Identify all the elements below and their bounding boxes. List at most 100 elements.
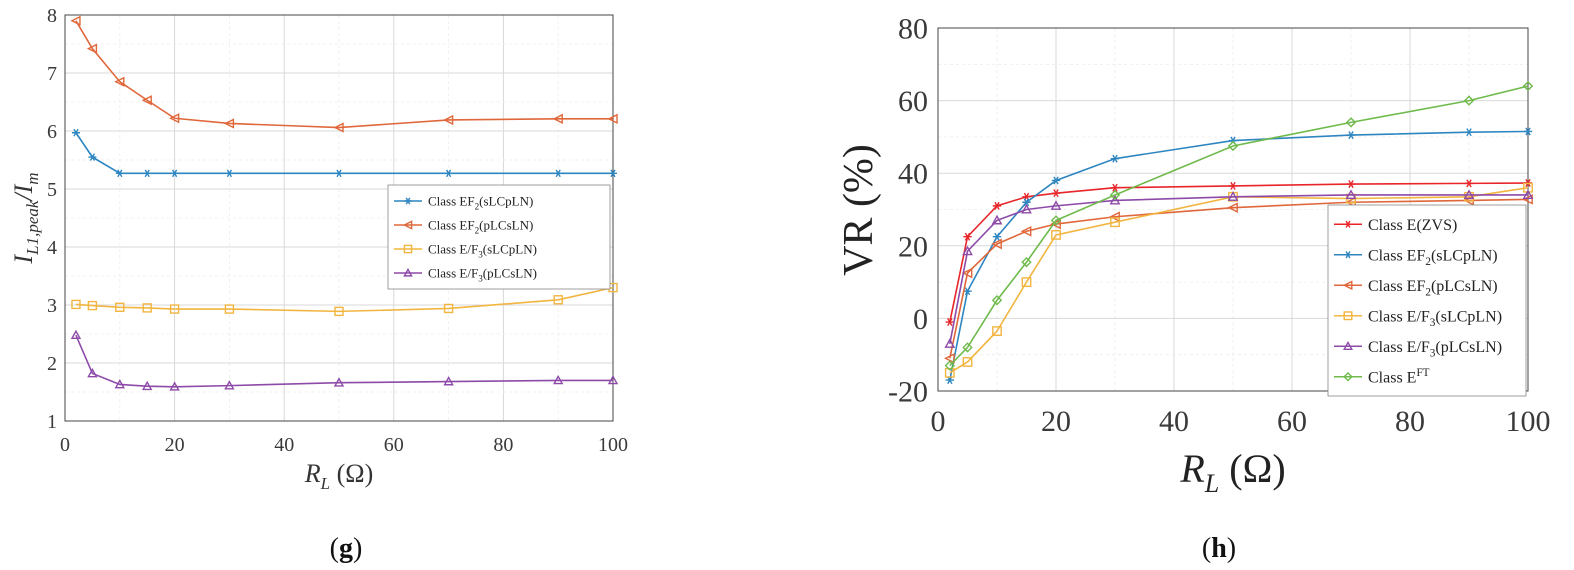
g-data-point <box>553 295 563 305</box>
panel-h-xlabel: RL (Ω) <box>1179 446 1285 498</box>
h-legend-marker <box>1343 341 1353 350</box>
g-legend-label: Class EF2(sLCpLN) <box>428 194 533 212</box>
panel-g-tick-labels: 0 20 40 60 80 100 1 2 3 4 5 6 7 8 <box>47 5 628 456</box>
h-legend-marker <box>1344 220 1352 228</box>
h-legend-marker <box>1344 251 1352 259</box>
h-x-tick-label: 80 <box>1395 405 1425 438</box>
g-legend-marker <box>403 244 413 254</box>
g-data-point <box>114 379 125 389</box>
g-data-point <box>443 114 454 126</box>
g-data-point <box>335 169 343 178</box>
g-x-tick-label: 40 <box>274 434 294 456</box>
g-data-point <box>87 300 98 311</box>
panel-g-caption: (g) <box>330 533 363 564</box>
g-series-line-1 <box>75 20 613 129</box>
h-data-point <box>992 326 1002 337</box>
g-data-point <box>70 15 81 26</box>
h-data-point <box>1345 189 1357 200</box>
g-data-point <box>169 304 180 314</box>
panel-g-xlabel: RL (Ω) <box>304 459 374 493</box>
h-data-point <box>1021 277 1032 287</box>
h-series-line-5 <box>949 85 1529 367</box>
h-data-point <box>992 232 1002 241</box>
g-data-point <box>334 306 344 317</box>
g-data-point <box>444 169 453 178</box>
h-x-tick-label: 20 <box>1041 405 1071 438</box>
g-data-point <box>88 153 97 161</box>
h-data-point <box>1522 194 1533 205</box>
g-data-point <box>115 302 125 313</box>
g-data-point <box>554 169 563 178</box>
g-data-point <box>443 376 454 386</box>
g-x-tick-label: 0 <box>60 434 70 456</box>
h-data-point <box>1021 203 1032 214</box>
panel-h-series <box>944 80 1534 385</box>
h-data-point <box>1022 198 1031 207</box>
g-legend-label: Class E/F3(sLCpLN) <box>428 242 537 260</box>
h-legend-marker <box>1342 280 1353 291</box>
g-data-point <box>225 169 234 178</box>
h-x-tick-label: 100 <box>1506 405 1551 438</box>
g-data-point <box>115 169 124 178</box>
h-series-line-4 <box>949 194 1528 344</box>
g-legend-marker <box>402 220 413 230</box>
panel-g-series <box>70 15 619 391</box>
h-y-tick-label: 40 <box>898 158 928 191</box>
panel-h-ylabel: VR (%) <box>836 144 882 276</box>
h-data-point <box>1110 154 1120 163</box>
h-legend-marker <box>1343 371 1353 382</box>
h-series-line-2 <box>949 198 1529 359</box>
h-data-point <box>1346 131 1356 140</box>
g-data-point <box>142 380 153 391</box>
h-series-line-1 <box>949 130 1529 381</box>
g-legend-label: Class E/F3(pLCsLN) <box>428 266 537 284</box>
g-x-tick-label: 60 <box>384 434 404 456</box>
h-x-tick-label: 0 <box>931 405 946 438</box>
g-data-point <box>333 377 345 387</box>
h-data-point <box>1463 95 1475 106</box>
h-data-point <box>1228 181 1238 190</box>
g-series-line-2 <box>75 286 614 313</box>
panel-h-plot-frame <box>937 27 1529 392</box>
g-legend-marker <box>403 267 413 277</box>
h-data-point <box>1464 128 1474 137</box>
g-data-point <box>552 113 563 124</box>
h-x-tick-label: 40 <box>1159 405 1189 438</box>
h-data-point <box>991 295 1003 306</box>
h-data-point <box>1523 127 1533 136</box>
h-data-point <box>962 342 973 353</box>
h-legend-label: Class E/F3(sLCpLN) <box>1368 308 1502 329</box>
h-data-point <box>963 232 972 241</box>
g-data-point <box>333 122 344 133</box>
h-legend-label: Class EFT <box>1368 367 1430 386</box>
h-legend-label: Class EF2(sLCpLN) <box>1368 247 1498 268</box>
g-data-point <box>224 304 235 314</box>
panel-h-legend: Class E(ZVS) Class EF2(sLCpLN) Class EF2(p… <box>1327 204 1527 397</box>
g-data-point <box>170 169 179 178</box>
h-y-tick-label: 80 <box>898 13 928 46</box>
h-data-point <box>1050 215 1062 226</box>
h-data-point <box>1227 191 1239 201</box>
g-data-point <box>607 374 619 385</box>
h-data-point <box>991 238 1002 250</box>
g-data-point <box>114 76 125 87</box>
g-data-point <box>142 303 152 313</box>
g-data-point <box>143 169 152 178</box>
h-y-tick-label: -20 <box>888 376 928 409</box>
panel-g-plot-frame <box>64 14 614 422</box>
h-legend-box <box>1327 204 1527 397</box>
g-x-tick-label: 80 <box>493 434 513 456</box>
g-data-point <box>87 367 98 378</box>
h-data-point <box>962 357 973 367</box>
panel-h-caption: (h) <box>1202 533 1236 564</box>
h-data-point <box>1050 200 1062 210</box>
h-data-point <box>1227 140 1239 152</box>
g-x-tick-label: 100 <box>598 434 628 456</box>
g-data-point <box>607 113 618 124</box>
h-data-point <box>961 267 973 279</box>
g-y-tick-label: 3 <box>47 295 57 317</box>
h-data-point <box>1463 189 1475 200</box>
